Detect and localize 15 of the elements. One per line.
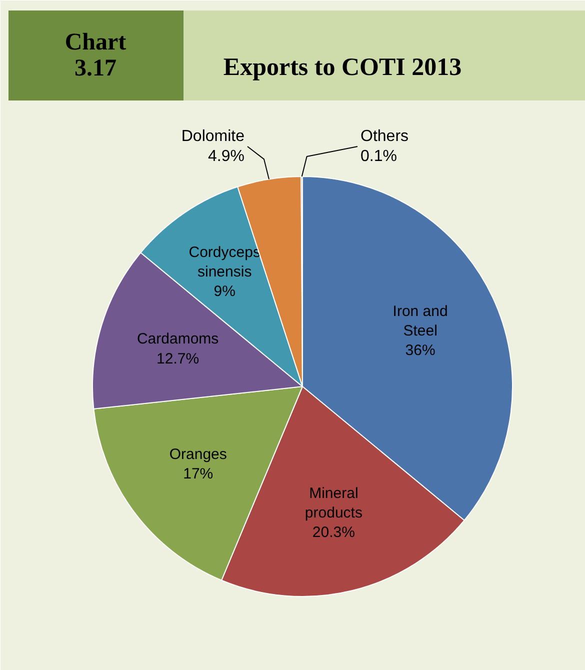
slice-label: Mineral products [304,484,362,522]
data-label: 17% [183,466,214,483]
data-label: 20.3% [312,524,355,541]
data-label: 0.1% [360,148,397,165]
data-label: 9% [214,282,236,300]
slice-label: Oranges [169,446,227,464]
slice-label: Dolomite [181,128,245,146]
caption: Chart 3.17 [64,30,126,82]
slice-label: Others [360,128,409,146]
slice-label: Iron and Steel [392,303,448,340]
data-label: 12.7% [156,350,200,368]
data-label: 36% [405,342,436,360]
slice-label: Cardamoms [136,330,219,348]
data-label: 4.9% [208,148,244,165]
chart-title: Exports to COTI 2013 [223,54,462,81]
